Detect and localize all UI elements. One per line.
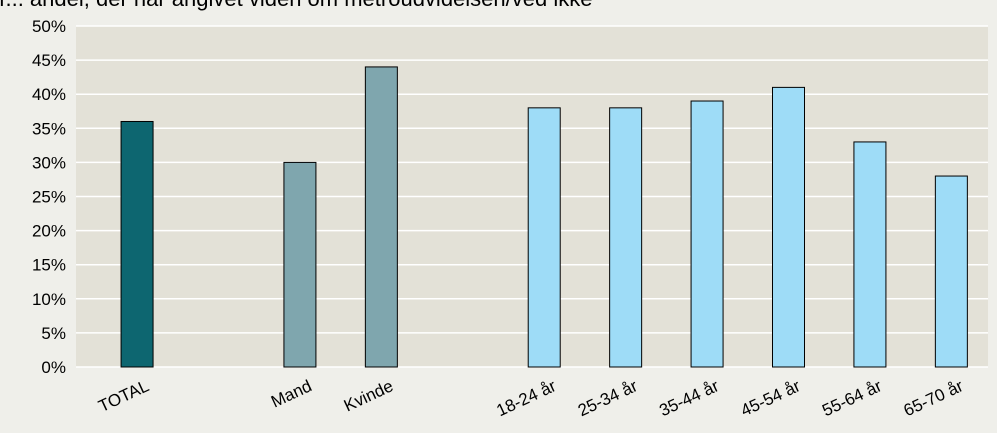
bar-55-64-r — [853, 141, 887, 368]
y-tick-label: 20% — [32, 222, 66, 241]
y-tick-label: 25% — [32, 188, 66, 207]
bar-35-44-r — [690, 100, 724, 368]
y-axis-tick-labels: 0% 5% 10% 15% 20% 25% 30% 35% 40% 45% 50% — [32, 17, 66, 377]
x-category-label: 18-24 år — [494, 376, 560, 420]
x-category-label: Mand — [268, 376, 315, 411]
y-tick-label: 15% — [32, 256, 66, 275]
x-category-label: 55-64 år — [819, 376, 885, 420]
x-category-label: 25-34 år — [575, 376, 641, 420]
bar-total — [120, 120, 154, 368]
x-category-label: 35-44 år — [656, 376, 722, 420]
y-tick-label: 40% — [32, 85, 66, 104]
y-tick-label: 50% — [32, 17, 66, 36]
chart-title-fragment: igur... andel, der har angivet viden om … — [0, 0, 592, 11]
x-category-label: Kvinde — [341, 376, 396, 415]
bar-kvinde — [364, 66, 398, 368]
x-category-label: TOTAL — [96, 376, 152, 416]
y-tick-label: 10% — [32, 290, 66, 309]
y-tick-label: 45% — [32, 51, 66, 70]
x-category-label: 65-70 år — [901, 376, 967, 420]
x-axis-category-labels: TOTAL Mand Kvinde 18-24 år 25-34 år 35-44 år 4… — [96, 376, 967, 420]
y-tick-label: 30% — [32, 153, 66, 172]
bar-25-34-r — [609, 107, 643, 368]
bars — [120, 66, 968, 368]
bar-18-24-r — [527, 107, 561, 368]
bar-65-70-r — [934, 175, 968, 368]
y-tick-label: 5% — [41, 324, 66, 343]
y-tick-label: 0% — [41, 358, 66, 377]
y-tick-label: 35% — [32, 119, 66, 138]
x-category-label: 45-54 år — [738, 376, 804, 420]
bar-45-54-r — [772, 86, 805, 368]
bar-mand — [283, 161, 317, 368]
